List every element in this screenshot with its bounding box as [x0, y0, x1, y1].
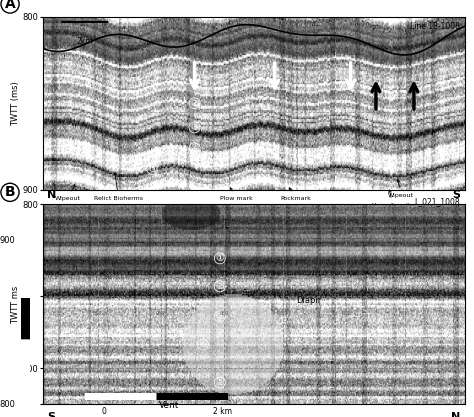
- Text: 900: 900: [279, 231, 288, 236]
- Text: N: N: [47, 190, 56, 200]
- Text: 840: 840: [401, 311, 410, 317]
- Text: Wipeout: Wipeout: [55, 184, 81, 201]
- Text: 850: 850: [278, 311, 288, 317]
- Text: 999: 999: [342, 231, 351, 236]
- Text: Pockmark: Pockmark: [280, 188, 311, 201]
- Text: Relict Bioherms: Relict Bioherms: [94, 173, 143, 201]
- Text: Line 18-1008: Line 18-1008: [410, 22, 460, 31]
- Text: ④: ④: [199, 339, 207, 349]
- Text: ⑤: ⑤: [148, 164, 157, 174]
- Text: 900: 900: [0, 236, 15, 245]
- Text: Unconformity: Unconformity: [372, 190, 414, 208]
- Text: 852: 852: [342, 311, 351, 317]
- Text: 950: 950: [156, 311, 165, 317]
- Text: 900: 900: [93, 231, 102, 236]
- Text: 800: 800: [0, 400, 15, 409]
- Text: Diapir: Diapir: [296, 296, 321, 305]
- Text: ⑤: ⑤: [216, 377, 224, 387]
- Text: 900: 900: [401, 231, 410, 236]
- Text: A: A: [5, 0, 16, 11]
- Text: ③: ③: [190, 123, 199, 133]
- Text: ④: ④: [190, 143, 199, 153]
- Text: 850: 850: [93, 311, 102, 317]
- Text: Wipeout: Wipeout: [388, 179, 414, 198]
- Text: 900: 900: [219, 231, 228, 236]
- Text: N: N: [451, 412, 460, 417]
- Text: ③: ③: [216, 311, 224, 322]
- Y-axis label: TWTT (ms): TWTT (ms): [11, 81, 20, 126]
- Text: Vent: Vent: [159, 402, 179, 410]
- Text: 950: 950: [219, 311, 228, 317]
- Text: B: B: [5, 185, 15, 199]
- Text: L_021_1008: L_021_1008: [415, 197, 460, 206]
- Text: Plow mark: Plow mark: [220, 188, 253, 201]
- Text: ②: ②: [216, 281, 224, 291]
- Text: ②: ②: [190, 98, 199, 108]
- Text: ①: ①: [216, 254, 224, 264]
- Y-axis label: TWTT ms: TWTT ms: [11, 285, 20, 324]
- Text: 2km: 2km: [76, 38, 93, 46]
- Text: S: S: [47, 412, 55, 417]
- Text: 2 km: 2 km: [213, 407, 232, 416]
- Text: 900: 900: [156, 231, 165, 236]
- Text: S: S: [452, 190, 460, 200]
- Text: 0: 0: [102, 407, 107, 416]
